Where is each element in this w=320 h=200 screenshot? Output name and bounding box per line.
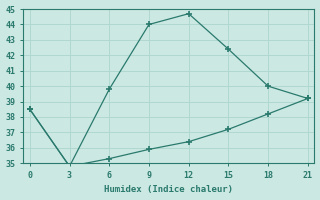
X-axis label: Humidex (Indice chaleur): Humidex (Indice chaleur) (104, 185, 233, 194)
